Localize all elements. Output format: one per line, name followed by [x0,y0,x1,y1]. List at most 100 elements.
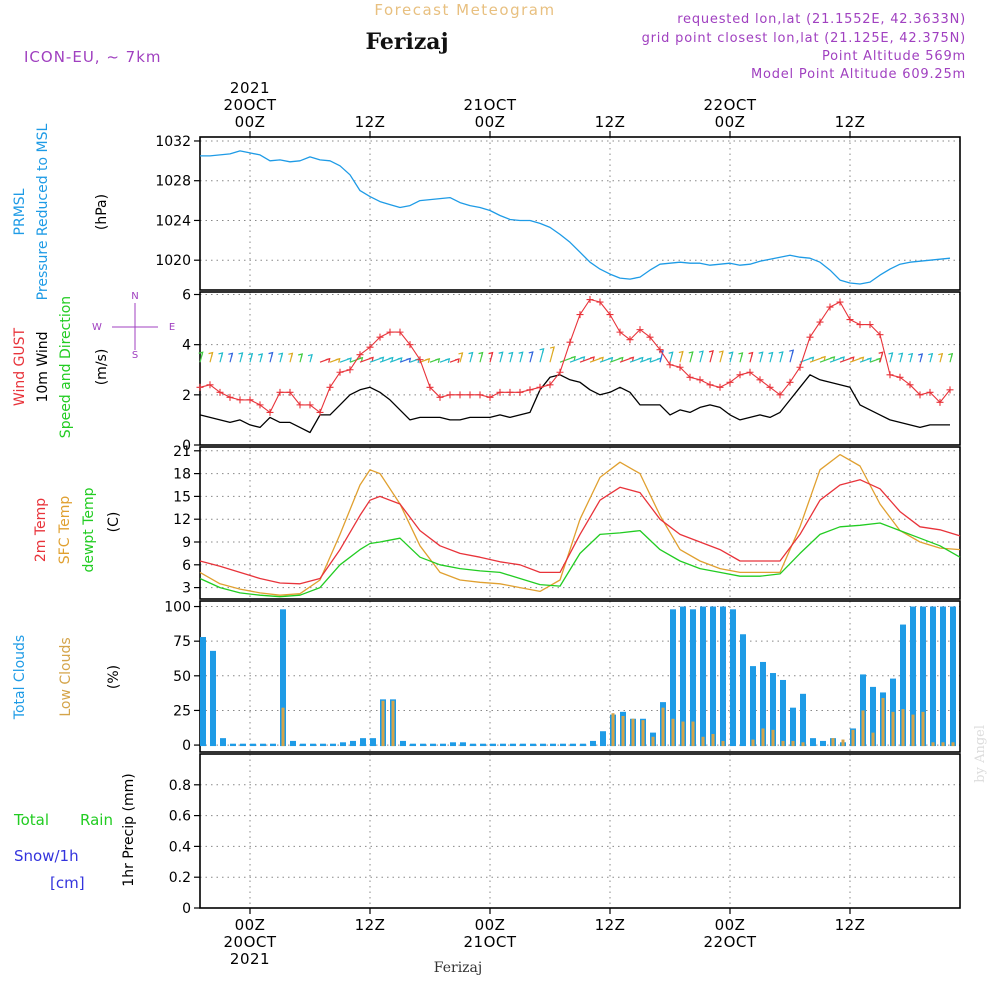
snow-unit-label: [cm] [50,874,85,892]
gust-marker [586,296,594,304]
wind-arrowhead [859,356,865,362]
temp-labels: 2m Temp SFC Temp dewpt Temp (C) [33,487,122,572]
gust-marker [356,351,364,359]
gust-marker [466,391,474,399]
low-cloud-bar [881,697,885,747]
total-cloud-bar [930,606,936,747]
wind-arrowhead [238,352,244,358]
total-cloud-bar [480,743,486,747]
wind-arrowhead [346,357,352,363]
gust-marker [436,393,444,401]
wind-arrowhead [918,353,924,359]
prmsl-label: PRMSL [12,188,28,235]
low-cloud-bar [921,711,925,747]
wind-arrowhead [820,355,826,361]
wind-arrowhead [849,356,855,362]
wind-arrowhead [208,351,214,357]
wind10m-label: 10m Wind [35,331,51,402]
ytick-label: 12 [173,512,191,528]
gust-marker [226,393,234,401]
xtick-label-bottom: 20OCT [223,933,276,951]
low-cloud-bar [801,742,805,747]
gust-marker [276,388,284,396]
compass-icon: N S W E [92,291,175,361]
wind-arrowhead [406,357,412,363]
wind-arrowhead [638,356,644,362]
wind-arrowhead [198,351,204,357]
gust-marker [196,383,204,391]
total-cloud-bar [280,609,286,747]
model-altitude: Model Point Altitude 609.25m [751,67,966,82]
gust-marker [776,391,784,399]
chart-subtitle: Forecast Meteogram [374,1,555,19]
wind-arrowhead [688,351,694,357]
total-cloud-bar [520,743,526,747]
gust-marker [556,368,564,376]
total-cloud-bar [570,743,576,747]
sfc-temp-label: SFC Temp [57,496,73,565]
ytick-label: 25 [173,703,191,719]
gust-marker [646,333,654,341]
wind-arrowhead [435,357,441,363]
gust-marker [746,368,754,376]
gust-marker [266,408,274,416]
total-cloud-bar [550,743,556,747]
xtick-label-bottom: 12Z [595,916,626,934]
gust-marker [476,391,484,399]
wind-arrowhead [866,357,872,363]
total-cloud-bar [540,743,546,747]
ytick-label: 21 [173,444,191,460]
wind-arrowhead [454,358,460,364]
gust-marker [316,408,324,416]
gust-marker [526,386,534,394]
low-cloud-bar [651,736,655,747]
gust-marker [256,401,264,409]
gust-marker [836,298,844,306]
panel-frame [199,136,961,291]
total-cloud-bar [300,743,306,747]
gust-marker [326,383,334,391]
pressure-unit-label: (hPa) [94,194,110,230]
gust-marker [866,321,874,329]
total-cloud-bar [870,686,876,747]
panel-pressure: 1020 1024 1028 1032 [155,134,961,291]
wind-arrowhead [878,351,884,357]
xtick-label-top: 21OCT [463,96,516,114]
gust-marker [626,336,634,344]
ytick-label: 9 [182,535,191,551]
ytick-label: 50 [173,669,191,685]
xtick-label-top: 2021 [230,79,270,97]
wind-arrowhead [608,356,614,362]
gust-marker [706,381,714,389]
wind-arrowhead [388,356,394,362]
total-cloud-bar [780,679,786,747]
panels-group: 1020102410281032024636912151821025507510… [155,79,961,968]
ytick-label: 15 [173,489,191,505]
compass-south: S [132,350,138,361]
gust-marker [936,398,944,406]
wind-arrowhead [425,357,431,363]
total-cloud-bar [350,740,356,747]
low-cloud-bar [721,740,725,747]
total-cloud-bar [770,673,776,747]
xtick-label-bottom: 00Z [235,916,266,934]
total-label: Total [13,811,49,829]
total-cloud-bar [690,609,696,747]
total-cloud-bar [460,742,466,747]
total-cloud-bar [370,738,376,747]
total-cloud-bar [430,743,436,747]
low-cloud-bar [691,721,695,747]
gust-marker [446,391,454,399]
snow-label: Snow/1h [14,847,79,865]
total-cloud-bar [330,743,336,747]
total-cloud-bar [310,743,316,747]
gust-marker [596,298,604,306]
wind-arrowhead [678,350,684,356]
gust-marker [306,401,314,409]
low-cloud-bar [611,713,615,747]
xtick-label-top: 12Z [595,113,626,131]
gust-marker [426,383,434,391]
low-cloud-bar [781,740,785,747]
gust-marker [946,386,954,394]
gust-marker [816,318,824,326]
